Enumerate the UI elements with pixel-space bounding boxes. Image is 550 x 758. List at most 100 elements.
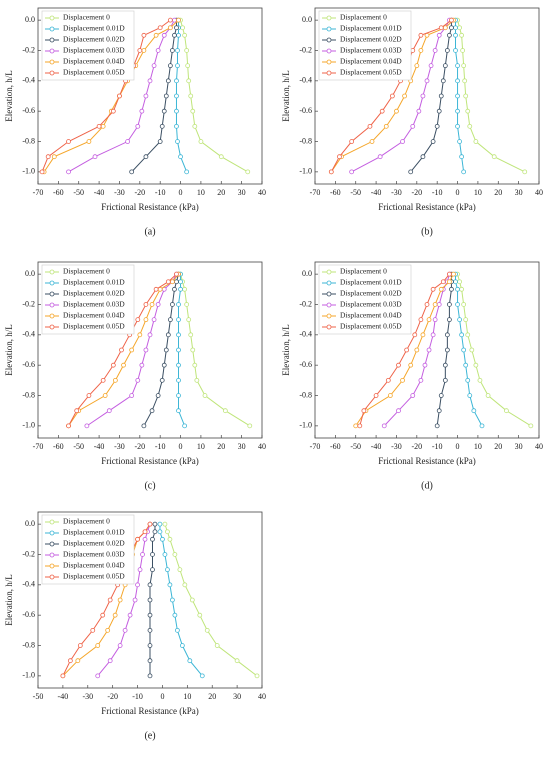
point	[139, 108, 145, 114]
point	[176, 393, 181, 398]
x-tick-label: -10	[132, 692, 143, 701]
point	[153, 286, 159, 292]
x-tick-label: 10	[183, 692, 191, 701]
point	[430, 286, 436, 292]
x-tick-label: 40	[258, 442, 266, 451]
point	[402, 93, 408, 99]
x-tick-label: 40	[535, 188, 543, 197]
point	[67, 658, 73, 664]
legend-label: Displacement 0	[340, 267, 387, 276]
point	[135, 582, 140, 588]
legend-marker	[49, 552, 55, 558]
point	[150, 567, 155, 573]
point	[51, 154, 57, 160]
point	[92, 154, 98, 160]
point	[453, 279, 458, 285]
point	[77, 643, 83, 648]
point	[157, 139, 163, 144]
point	[453, 48, 458, 53]
point	[90, 627, 96, 633]
point	[522, 169, 528, 175]
point	[180, 25, 185, 31]
point	[142, 536, 148, 542]
series-line	[131, 20, 177, 173]
point	[107, 597, 113, 603]
point	[176, 302, 181, 307]
point	[96, 123, 102, 129]
point	[353, 423, 359, 429]
point	[112, 612, 118, 618]
point	[410, 48, 416, 53]
point	[467, 393, 473, 398]
x-tick-label: -20	[411, 188, 422, 197]
legend-label: Displacement 0.04D	[63, 561, 125, 570]
legend-box	[318, 10, 412, 81]
point	[430, 139, 436, 144]
point	[387, 393, 393, 398]
point	[194, 377, 200, 383]
point	[143, 154, 149, 160]
point	[119, 347, 124, 353]
point	[147, 673, 153, 679]
point	[100, 123, 106, 129]
point	[174, 271, 179, 277]
point	[473, 362, 479, 368]
y-tick-label: -0.4	[299, 76, 312, 85]
x-tick-label: -30	[114, 188, 125, 197]
point	[45, 154, 51, 160]
point	[141, 32, 147, 38]
point	[122, 627, 128, 633]
legend-label: Displacement 0.03D	[340, 300, 402, 309]
point	[143, 347, 149, 353]
point	[152, 529, 158, 535]
y-tick-label: -1.0	[299, 167, 312, 176]
point	[459, 286, 465, 292]
point	[74, 408, 80, 414]
x-tick-label: 30	[238, 188, 246, 197]
legend-marker	[49, 269, 55, 275]
point	[176, 317, 181, 323]
point	[152, 521, 158, 527]
point	[424, 302, 430, 307]
plot-frame	[314, 7, 540, 185]
y-tick-label: -0.6	[22, 610, 35, 619]
point	[408, 362, 414, 368]
x-tick-label: 20	[208, 692, 216, 701]
legend-label: Displacement 0.03D	[63, 300, 125, 309]
point	[110, 362, 116, 368]
x-tick-label: -50	[73, 442, 84, 451]
x-tick-label: 20	[494, 188, 502, 197]
point	[147, 643, 153, 648]
point	[176, 17, 181, 23]
legend-label: Displacement 0.05D	[340, 68, 402, 77]
panel-label: (d)	[421, 480, 433, 491]
legend-marker	[326, 59, 332, 65]
x-tick-label: 0	[456, 442, 460, 451]
point	[479, 423, 485, 429]
point	[446, 302, 452, 307]
point	[379, 108, 385, 114]
point	[147, 521, 153, 527]
point	[151, 63, 157, 69]
point	[174, 93, 179, 99]
legend-marker	[326, 302, 332, 308]
point	[167, 317, 173, 323]
x-tick-label: 40	[258, 188, 266, 197]
point	[112, 377, 118, 383]
point	[404, 347, 410, 353]
legend-label: Displacement 0	[63, 13, 110, 22]
point	[125, 139, 130, 144]
point	[436, 32, 442, 38]
point	[394, 108, 399, 114]
point	[184, 302, 190, 307]
point	[469, 347, 475, 353]
panel: -70 -60 -50 -40 -30 -20 -10 0 10 20 30 40 0.0 -0.2 -0.…	[281, 7, 543, 237]
point	[147, 78, 153, 84]
point	[440, 78, 446, 84]
point	[446, 279, 452, 285]
legend-marker	[49, 48, 55, 54]
point	[143, 317, 149, 323]
legend-label: Displacement 0.04D	[340, 311, 402, 320]
point	[169, 48, 175, 53]
y-tick-label: 0.0	[25, 15, 35, 24]
